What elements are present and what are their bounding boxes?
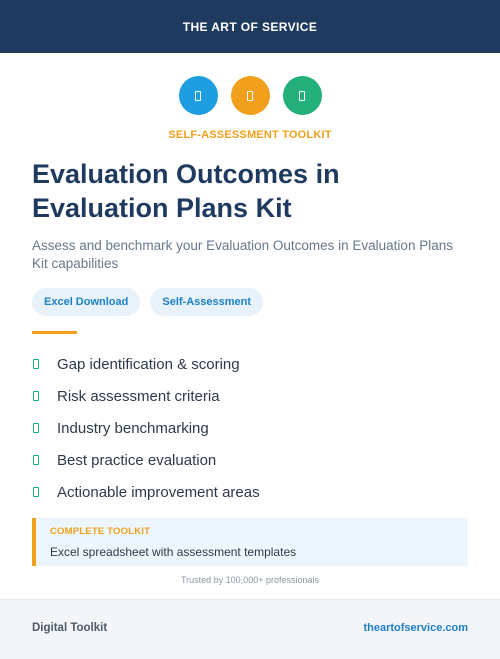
- callout-body: Excel spreadsheet with assessment templa…: [50, 545, 297, 559]
- page-subtitle: Assess and benchmark your Evaluation Out…: [32, 238, 453, 271]
- tag-list: Excel Download Self-Assessment: [32, 288, 264, 316]
- list-item: Actionable improvement areas: [32, 476, 260, 508]
- check-icon: [33, 359, 39, 369]
- toolkit-callout: COMPLETE TOOLKIT Excel spreadsheet with …: [32, 518, 468, 566]
- website-link[interactable]: theartofservice.com: [363, 622, 468, 634]
- document-icon: [178, 76, 218, 115]
- document-icon: [282, 76, 322, 115]
- page-title: Evaluation Outcomes in Evaluation Plans …: [32, 159, 340, 223]
- list-item: Risk assessment criteria: [32, 380, 260, 412]
- document-icon: [230, 76, 270, 115]
- footer: Digital Toolkit theartofservice.com: [0, 599, 500, 659]
- icon-row: [0, 76, 500, 115]
- check-icon: [33, 391, 39, 401]
- list-item: Industry benchmarking: [32, 412, 260, 444]
- accent-divider: [32, 331, 77, 334]
- check-icon: [33, 455, 39, 465]
- callout-heading: COMPLETE TOOLKIT: [50, 526, 151, 537]
- footer-label: Digital Toolkit: [32, 622, 108, 634]
- kicker-label: SELF-ASSESSMENT TOOLKIT: [168, 129, 332, 141]
- tag-excel-download: Excel Download: [32, 288, 141, 316]
- header-bar: THE ART OF SERVICE: [0, 0, 500, 53]
- check-icon: [33, 487, 39, 497]
- tag-self-assessment: Self-Assessment: [150, 288, 264, 316]
- trusted-note: Trusted by 100,000+ professionals: [180, 575, 319, 585]
- check-icon: [33, 423, 39, 433]
- list-item: Gap identification & scoring: [32, 348, 260, 380]
- brand-name: THE ART OF SERVICE: [182, 19, 318, 34]
- list-item: Best practice evaluation: [32, 444, 260, 476]
- feature-list: Gap identification & scoring Risk assess…: [32, 348, 260, 508]
